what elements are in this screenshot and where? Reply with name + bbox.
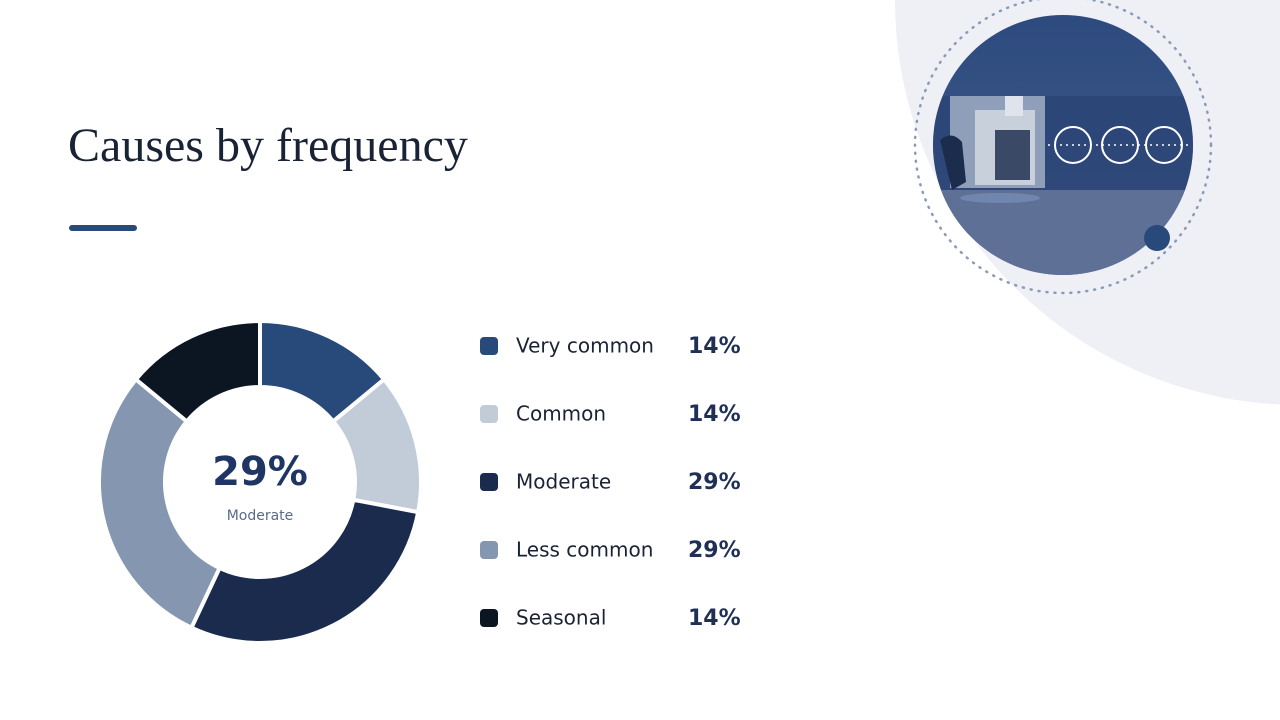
legend-swatch — [480, 473, 498, 491]
legend-label: Moderate — [516, 470, 611, 494]
center-value: 29% — [212, 449, 308, 495]
legend-value: 29% — [688, 538, 741, 563]
legend-label: Very common — [516, 334, 654, 358]
donut-chart — [97, 318, 423, 645]
title: Causes by frequency — [68, 119, 468, 172]
legend-swatch — [480, 609, 498, 627]
dotted-ring — [913, 0, 1213, 295]
legend: Very common 14% Common 14% Moderate 29% Less c… — [480, 334, 741, 631]
legend-swatch — [480, 405, 498, 423]
legend-value: 14% — [688, 606, 741, 631]
legend-label: Seasonal — [516, 606, 606, 630]
title-underline — [69, 225, 137, 231]
donut-segment — [97, 376, 223, 631]
donut-segment — [133, 318, 262, 425]
legend-swatch — [480, 337, 498, 355]
accent-dot — [1144, 225, 1170, 251]
legend-label: Less common — [516, 538, 653, 562]
legend-swatch — [480, 541, 498, 559]
legend-value: 14% — [688, 402, 741, 427]
center-label: Moderate — [227, 508, 294, 524]
legend-label: Common — [516, 402, 606, 426]
legend-value: 29% — [688, 470, 741, 495]
legend-value: 14% — [688, 334, 741, 359]
donut-segment — [188, 497, 421, 645]
